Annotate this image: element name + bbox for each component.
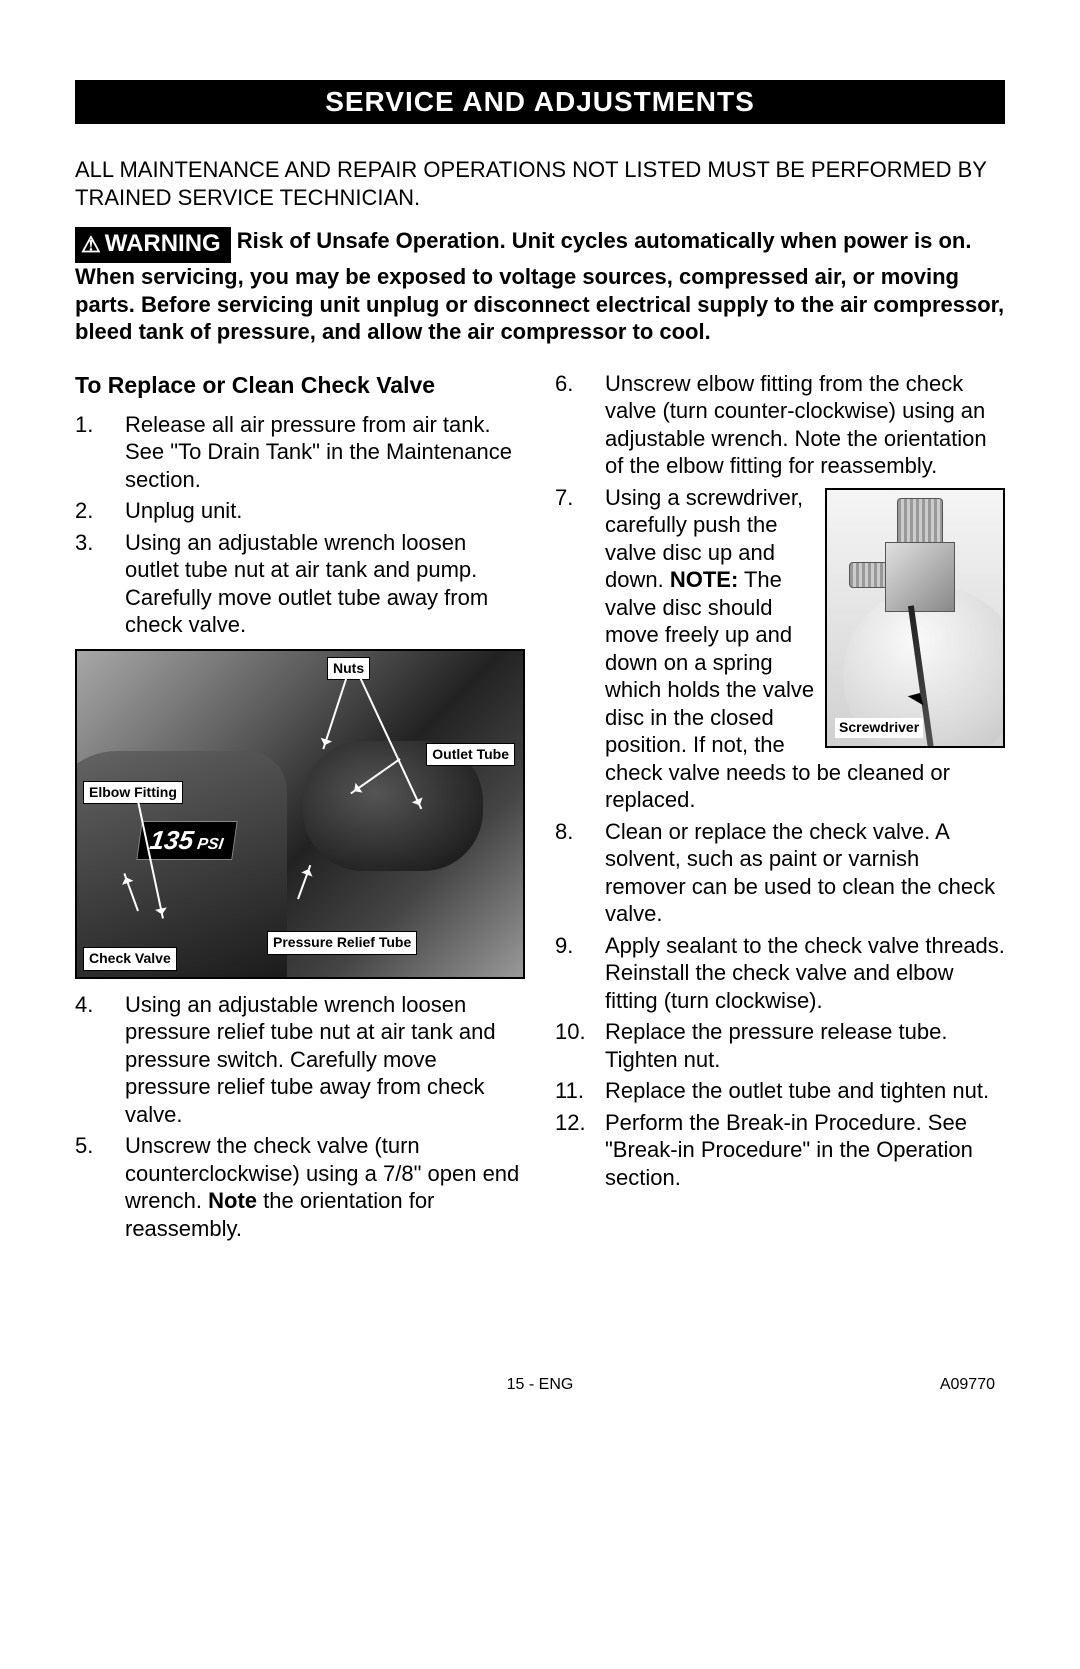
footer-page-number: 15 - ENG bbox=[245, 1376, 835, 1394]
fig1-psi-badge: 135 PSI bbox=[136, 821, 237, 860]
fig2-label-screwdriver: Screwdriver bbox=[835, 718, 923, 738]
fig1-label-check-valve: Check Valve bbox=[83, 947, 177, 971]
fig1-label-pressure-relief-tube: Pressure Relief Tube bbox=[267, 931, 417, 955]
figure-1-compressor: 135 PSI Nuts Outlet Tube Elbow Fitting C… bbox=[75, 649, 525, 979]
warning-badge-text: WARNING bbox=[105, 230, 221, 257]
fig1-label-outlet-tube: Outlet Tube bbox=[426, 743, 515, 767]
warning-badge: ⚠WARNING bbox=[75, 227, 231, 263]
subsection-heading: To Replace or Clean Check Valve bbox=[75, 370, 525, 401]
step-9: Apply sealant to the check valve threads… bbox=[555, 932, 1005, 1015]
step-4: Using an adjustable wrench loosen pressu… bbox=[75, 991, 525, 1129]
fig2-valve-side-shape bbox=[849, 562, 887, 588]
step-5-note: Note bbox=[208, 1188, 257, 1213]
footer-doc-id: A09770 bbox=[835, 1376, 995, 1394]
step-12: Perform the Break-in Procedure. See "Bre… bbox=[555, 1109, 1005, 1192]
step-2: Unplug unit. bbox=[75, 497, 525, 525]
section-header-bar: SERVICE AND ADJUSTMENTS bbox=[75, 80, 1005, 124]
fig1-label-nuts: Nuts bbox=[327, 657, 370, 681]
warning-triangle-icon: ⚠ bbox=[81, 231, 101, 259]
warning-paragraph: ⚠WARNING Risk of Unsafe Operation. Unit … bbox=[75, 227, 1005, 346]
two-column-layout: To Replace or Clean Check Valve Release … bbox=[75, 370, 1005, 1247]
intro-paragraph: ALL MAINTENANCE AND REPAIR OPERATIONS NO… bbox=[75, 156, 1005, 211]
page-footer: 15 - ENG A09770 bbox=[75, 1376, 1005, 1394]
step-8: Clean or replace the check valve. A solv… bbox=[555, 818, 1005, 928]
fig2-valve-top-shape bbox=[897, 498, 943, 546]
step-3: Using an adjustable wrench loosen outlet… bbox=[75, 529, 525, 639]
steps-list-right: Unscrew elbow fitting from the check val… bbox=[555, 370, 1005, 1192]
step-11: Replace the outlet tube and tighten nut. bbox=[555, 1077, 1005, 1105]
fig2-valve-body-shape bbox=[885, 542, 955, 612]
step-6: Unscrew elbow fitting from the check val… bbox=[555, 370, 1005, 480]
step-10: Replace the pressure release tube. Tight… bbox=[555, 1018, 1005, 1073]
step-1: Release all air pressure from air tank. … bbox=[75, 411, 525, 494]
fig1-psi-text: 135 bbox=[148, 825, 196, 855]
right-column: Unscrew elbow fitting from the check val… bbox=[555, 370, 1005, 1247]
step-7-note: NOTE: bbox=[670, 567, 738, 592]
fig1-arrow bbox=[322, 672, 349, 749]
figure-2-check-valve: Screwdriver bbox=[825, 488, 1005, 748]
fig1-arrow bbox=[297, 864, 311, 899]
steps-list-left-a: Release all air pressure from air tank. … bbox=[75, 411, 525, 639]
step-7: Screwdriver Using a screwdriver, careful… bbox=[555, 484, 1005, 814]
fig1-label-elbow-fitting: Elbow Fitting bbox=[83, 781, 183, 805]
left-column: To Replace or Clean Check Valve Release … bbox=[75, 370, 525, 1247]
step-5: Unscrew the check valve (turn counterclo… bbox=[75, 1132, 525, 1242]
steps-list-left-b: Using an adjustable wrench loosen pressu… bbox=[75, 991, 525, 1243]
footer-left-spacer bbox=[85, 1376, 245, 1394]
